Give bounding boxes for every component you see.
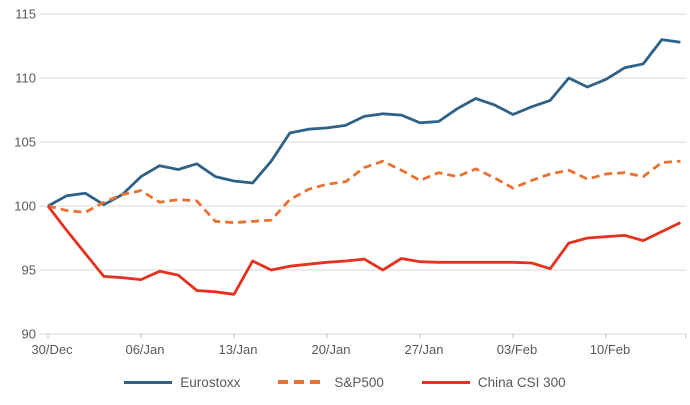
x-axis-label-13/Jan: 13/Jan <box>218 342 257 357</box>
china-csi-300-line-swatch <box>421 380 470 384</box>
series-line-s-p500 <box>47 159 681 225</box>
legend-label-china-csi-300: China CSI 300 <box>477 374 566 390</box>
series-line-china-csi-300 <box>46 205 682 296</box>
chart-legend: Eurostoxx S&P500 China CSI 300 <box>0 364 690 400</box>
series-line-eurostoxx <box>47 38 681 208</box>
x-axis-label-30/Dec: 30/Dec <box>31 342 73 357</box>
legend-item-china-csi-300: China CSI 300 <box>421 374 566 390</box>
y-axis-label-90: 90 <box>22 327 36 342</box>
x-axis-label-10/Feb: 10/Feb <box>590 342 630 357</box>
sp500-dashed-line-swatch <box>278 380 327 384</box>
x-axis-label-20/Jan: 20/Jan <box>311 342 350 357</box>
y-axis-label-115: 115 <box>15 7 36 22</box>
plot-area: 90 95 100 105 110 115 30/Dec 06/Jan 13/Jan 20/Jan… <box>14 7 687 357</box>
x-axis-label-03/Feb: 03/Feb <box>497 342 537 357</box>
legend-label-sp500: S&P500 <box>334 374 384 390</box>
legend-item-eurostoxx: Eurostoxx <box>124 375 240 390</box>
eurostoxx-line-swatch <box>124 380 173 384</box>
y-axis-label-105: 105 <box>14 135 36 150</box>
y-axis-label-110: 110 <box>15 71 36 86</box>
legend-label-eurostoxx: Eurostoxx <box>180 374 241 390</box>
x-axis-label-06/Jan: 06/Jan <box>125 342 164 357</box>
y-axis-label-95: 95 <box>22 263 36 278</box>
y-axis-label-100: 100 <box>14 199 36 214</box>
legend-item-sp500: S&P500 <box>278 375 384 390</box>
x-axis-label-27/Jan: 27/Jan <box>404 342 443 357</box>
